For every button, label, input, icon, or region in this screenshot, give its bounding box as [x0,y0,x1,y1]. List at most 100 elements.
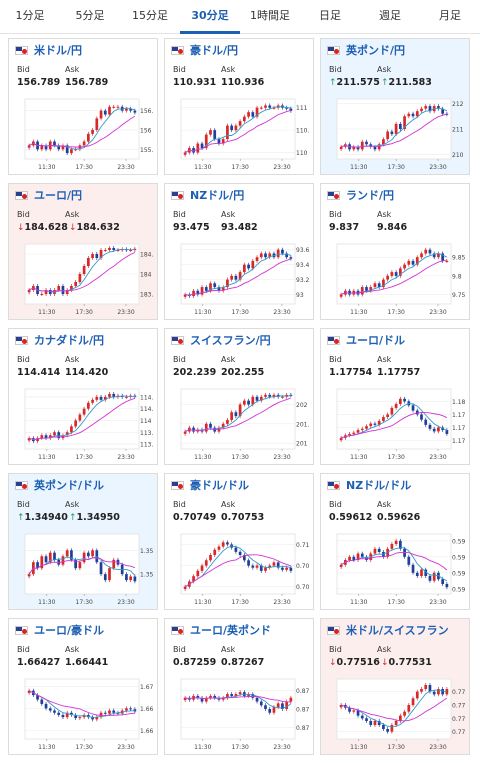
rate-card[interactable]: 英ポンド/ドルBidAsk↑1.34940↑1.349501.3521.3511… [8,473,158,610]
pair-link[interactable]: 米ドル/円 [34,44,83,57]
tab-7[interactable]: 月足 [439,9,461,22]
price-chart[interactable]: 184.5 184 183.5 11:30 17:30 23:30 [21,242,153,316]
tab-2[interactable]: 15分足 [132,9,168,22]
tab-5[interactable]: 日足 [319,9,341,22]
y-tick-label: 0.706 [296,584,309,591]
x-tick-label: 17:30 [388,164,405,171]
price-chart[interactable]: 1.67 1.665 1.66 11:30 17:30 23:30 [21,677,153,751]
ask-label: Ask [221,65,236,74]
candle-body [255,396,259,401]
pair-link[interactable]: スイスフラン/円 [190,334,271,347]
pair-link[interactable]: ランド/円 [346,189,395,202]
price-chart[interactable]: 114.4 114.2 114 113.8 113.6 11:30 17:30 23:30 [21,387,153,461]
price-chart[interactable]: 202 201.5 201 11:30 17:30 23:30 [177,387,309,461]
candle-body [415,257,419,265]
ask-label: Ask [65,210,80,219]
candle-chart-svg: 1.18 1.179 1.178 1.177 11:30 17:30 23:30 [336,388,465,461]
x-tick-label: 11:30 [350,744,367,751]
ask-number: 9.846 [377,222,408,233]
rate-card[interactable]: ランド/円 Bid Ask 9.837 9.846 9.85 9.8 9.75 11:30 17:… [320,183,470,320]
tab-6[interactable]: 週足 [379,9,401,22]
rate-card[interactable]: 米ドル/スイスフランBidAsk↓0.77516↓0.775310.7750.7… [320,618,470,755]
ma-slow-line [28,397,136,441]
candle-body [242,555,246,561]
candle-body [377,283,381,288]
tab-4[interactable]: 1時間足 [250,9,290,22]
pair-link[interactable]: ユーロ/円 [34,189,83,202]
eu-flag-icon [15,190,28,200]
price-chart[interactable]: 0.71 0.708 0.706 11:30 17:30 23:30 [177,532,309,606]
y-tick-label: 0.708 [296,563,309,570]
pair-link[interactable]: NZドル/ドル [346,479,412,492]
candle-body [183,152,187,155]
ask-number: 156.789 [65,77,109,88]
candle-body [99,110,103,119]
price-chart[interactable]: 9.85 9.8 9.75 11:30 17:30 23:30 [333,242,465,316]
candle-body [411,698,415,705]
price-chart[interactable]: 212 211 210 11:30 17:30 23:30 [333,97,465,171]
x-tick-label: 11:30 [350,164,367,171]
price-chart[interactable]: 1.18 1.179 1.178 1.177 11:30 17:30 23:30 [333,387,465,461]
pair-link[interactable]: 米ドル/スイスフラン [346,624,449,637]
price-chart[interactable]: 0.775 0.774 0.773 0.772 11:30 17:30 23:30 [333,677,465,751]
ask-label: Ask [221,210,236,219]
price-chart[interactable]: 111 110.5 110 11:30 17:30 23:30 [177,97,309,171]
y-tick-label: 202 [296,402,308,409]
candle-body [129,708,133,710]
card-header: スイスフラン/円 [171,333,271,347]
rate-card[interactable]: 豪ドル/円 Bid Ask 110.931 110.936 111 110.5 110 11:3… [164,38,314,175]
pair-link[interactable]: 豪ドル/ドル [190,479,250,492]
price-chart[interactable]: 1.352 1.35 11:30 17:30 23:30 [21,532,153,606]
candle-body [53,141,56,146]
rate-card[interactable]: ユーロ/円BidAsk↓184.628↓184.632184.5184183.5… [8,183,158,320]
pair-link[interactable]: ユーロ/豪ドル [34,624,105,637]
price-chart[interactable]: 156.5 156 155.5 11:30 17:30 23:30 [21,97,153,171]
x-tick-label: 17:30 [388,744,405,751]
bid-number: 184.628 [24,222,68,233]
ask-value: ↑1.34950 [69,512,120,523]
rate-card[interactable]: NZドル/円 Bid Ask 93.475 93.482 93.6 93.4 93.2 93 11… [164,183,314,320]
candle-body [377,548,381,552]
rate-card[interactable]: 米ドル/円 Bid Ask 156.789 156.789 156.5 156 155.5 11… [8,38,158,175]
rate-card[interactable]: NZドル/ドルBidAsk0.596120.596260.5990.5980.5… [320,473,470,610]
tab-1[interactable]: 5分足 [75,9,105,22]
price-chart[interactable]: 0.873 0.872 0.871 11:30 17:30 23:30 [177,677,309,751]
rate-card[interactable]: ユーロ/豪ドル Bid Ask 1.66427 1.66441 1.67 1.665 1.66… [8,618,158,755]
trend-arrow-icon: ↑ [69,513,77,523]
bid-number: 0.77516 [336,657,380,668]
candle-body [432,428,436,432]
candle-body [276,249,280,258]
candle-body [242,264,246,273]
pair-link[interactable]: NZドル/円 [190,189,245,202]
ma-slow-line [340,113,448,148]
bid-value: 0.87259 [173,657,216,668]
candle-body [61,556,65,565]
rate-card[interactable]: ユーロ/英ポンドBidAsk0.872590.872670.8730.8720.… [164,618,314,755]
candle-body [268,394,272,397]
x-tick-label: 17:30 [76,309,93,316]
candle-body [268,105,272,108]
candle-body [221,542,225,547]
rate-card[interactable]: 豪ドル/ドル Bid Ask 0.70749 0.70753 0.71 0.708 0.706… [164,473,314,610]
rate-card[interactable]: ユーロ/ドル Bid Ask 1.17754 1.17757 1.18 1.179 1.178… [320,328,470,465]
pair-link[interactable]: カナダドル/円 [34,334,105,347]
candle-body [360,287,364,295]
x-tick-label: 17:30 [76,744,93,751]
candle-body [415,410,419,415]
candle-body [382,417,385,421]
tab-0[interactable]: 1分足 [15,9,45,22]
pair-link[interactable]: ユーロ/ドル [346,334,406,347]
price-chart[interactable]: 93.6 93.4 93.2 93 11:30 17:30 23:30 [177,242,309,316]
rate-card[interactable]: スイスフラン/円 Bid Ask 202.239 202.255 202 201.5 201 1… [164,328,314,465]
rate-card[interactable]: 英ポンド/円 Bid Ask ↑211.575 ↑211.583 212 211 210 11:… [320,38,470,175]
pair-link[interactable]: 英ポンド/円 [346,44,406,57]
pair-link[interactable]: 豪ドル/円 [190,44,239,57]
pair-link[interactable]: 英ポンド/ドル [34,479,105,492]
pair-link[interactable]: ユーロ/英ポンド [190,624,272,637]
price-chart[interactable]: 0.599 0.598 0.597 0.596 11:30 17:30 23:30 [333,532,465,606]
rate-card[interactable]: カナダドル/円BidAsk114.414114.420114.4114.2114… [8,328,158,465]
tab-3[interactable]: 30分足 [180,0,240,34]
bid-value: ↓184.628 [17,222,68,233]
candle-body [226,542,229,545]
chart-frame [24,678,140,740]
